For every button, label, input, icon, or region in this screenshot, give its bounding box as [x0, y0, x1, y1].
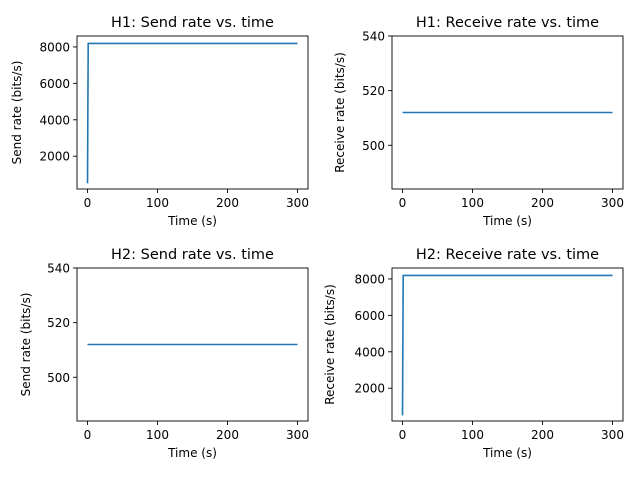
chart-4-title: H2: Receive rate vs. time — [416, 247, 599, 263]
chart-4-y-axis-label: Receive rate (bits/s) — [323, 284, 337, 405]
chart-2-axes-frame — [391, 35, 624, 190]
chart-3-x-tick-label: 200 — [216, 428, 239, 442]
chart-1-y-tick-label: 6000 — [39, 77, 70, 91]
chart-3-axes-frame — [76, 267, 309, 422]
chart-2-x-tick-label: 0 — [399, 196, 407, 210]
chart-2-x-tick-label: 100 — [461, 196, 484, 210]
chart-4-x-tick-label: 100 — [461, 428, 484, 442]
chart-3-x-tick-label: 300 — [286, 428, 309, 442]
chart-1-x-tick-label: 200 — [216, 196, 239, 210]
chart-3-x-tick-label: 0 — [84, 428, 92, 442]
chart-2-title: H1: Receive rate vs. time — [416, 15, 599, 31]
chart-2-y-tick-label: 540 — [362, 30, 385, 44]
chart-3: 0 100 200 300 500 520 540 H2: Send rate vs. tim… — [19, 247, 309, 460]
chart-3-y-tick-label: 500 — [47, 371, 70, 385]
chart-1-y-axis-label: Send rate (bits/s) — [10, 61, 24, 165]
chart-1-series-line — [86, 42, 298, 184]
chart-1-axes-frame — [76, 35, 309, 190]
chart-1-x-axis-label: Time (s) — [167, 214, 217, 228]
chart-1-x-tick-label: 300 — [286, 196, 309, 210]
chart-2: 0 100 200 300 500 520 540 H1: Receive rate vs. … — [333, 15, 624, 228]
chart-1-x-tick-label: 0 — [84, 196, 92, 210]
chart-4-x-tick-label: 0 — [399, 428, 407, 442]
chart-2-x-tick-label: 200 — [531, 196, 554, 210]
chart-3-y-tick-label: 540 — [47, 262, 70, 276]
chart-4-y-tick-label: 4000 — [354, 345, 385, 359]
chart-4: 0 100 200 300 2000 4000 6000 8000 H2: Receive ra… — [323, 247, 624, 460]
chart-4-axes-frame — [391, 267, 624, 422]
chart-1-y-tick-label: 2000 — [39, 150, 70, 164]
chart-4-x-tick-label: 200 — [531, 428, 554, 442]
chart-2-y-axis-label: Receive rate (bits/s) — [333, 52, 347, 173]
chart-1-title: H1: Send rate vs. time — [111, 15, 274, 31]
chart-3-title: H2: Send rate vs. time — [111, 247, 274, 263]
chart-2-y-tick-label: 520 — [362, 84, 385, 98]
chart-4-series-line — [401, 274, 613, 416]
chart-2-y-tick-label: 500 — [362, 139, 385, 153]
chart-1-y-tick-label: 8000 — [39, 40, 70, 54]
chart-3-x-tick-label: 100 — [146, 428, 169, 442]
chart-3-x-axis-label: Time (s) — [167, 446, 217, 460]
chart-2-x-axis-label: Time (s) — [482, 214, 532, 228]
chart-1-y-tick-label: 4000 — [39, 113, 70, 127]
chart-4-y-tick-label: 2000 — [354, 382, 385, 396]
chart-3-y-axis-label: Send rate (bits/s) — [19, 293, 33, 397]
chart-4-x-tick-label: 300 — [601, 428, 624, 442]
chart-4-x-axis-label: Time (s) — [482, 446, 532, 460]
chart-1-x-tick-label: 100 — [146, 196, 169, 210]
chart-2-x-tick-label: 300 — [601, 196, 624, 210]
chart-1: 0 100 200 300 2000 4000 6000 8000 H1: Send rate … — [10, 15, 309, 228]
chart-4-y-tick-label: 8000 — [354, 272, 385, 286]
chart-4-y-tick-label: 6000 — [354, 309, 385, 323]
chart-3-y-tick-label: 520 — [47, 316, 70, 330]
